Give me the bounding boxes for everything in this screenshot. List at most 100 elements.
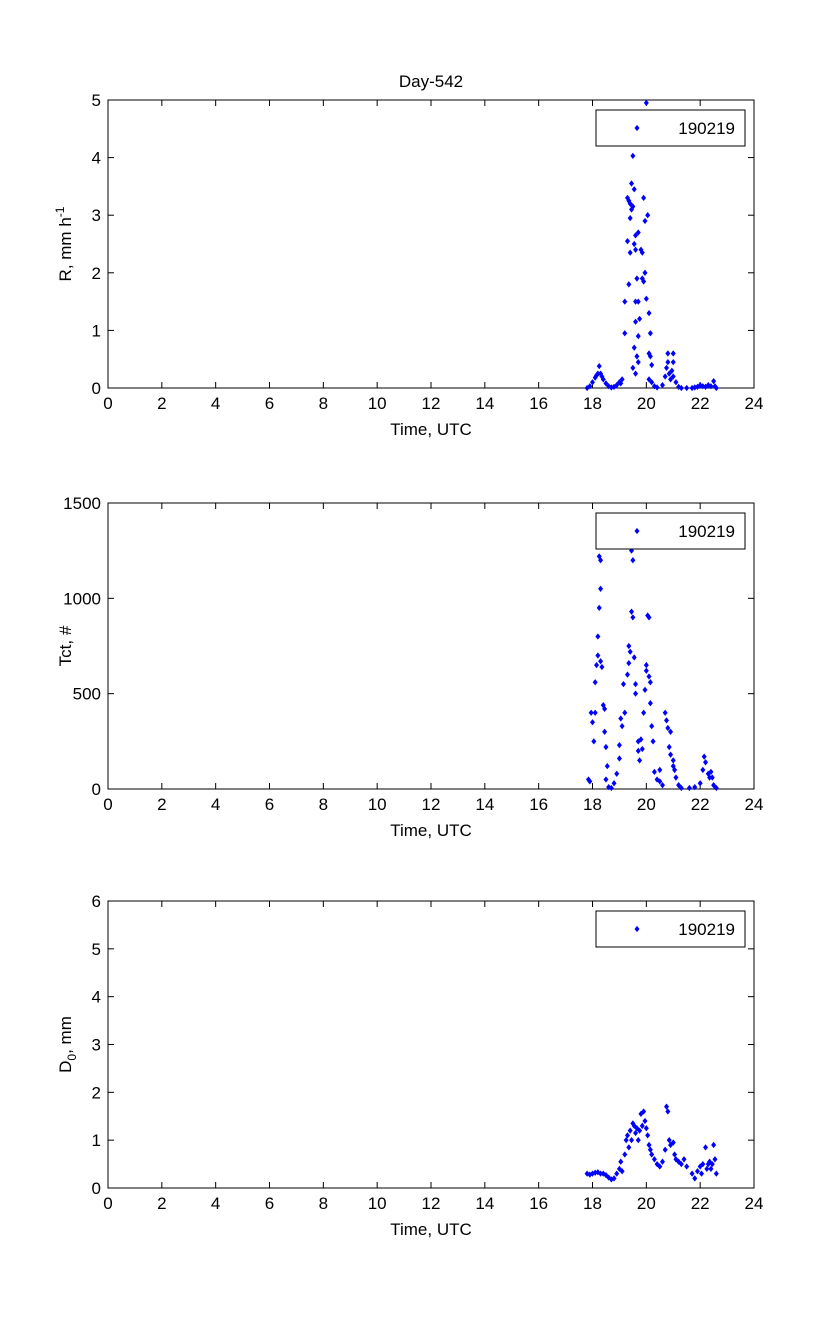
x-tick-label: 6 [265, 1194, 274, 1213]
x-tick-label: 8 [319, 1194, 328, 1213]
data-point [618, 715, 624, 722]
x-tick-label: 14 [475, 1194, 494, 1213]
data-point [700, 1160, 706, 1168]
data-point [639, 745, 645, 753]
data-point [666, 370, 672, 377]
data-point [635, 1137, 641, 1144]
x-axis-label: Time, UTC [390, 821, 472, 840]
data-point [633, 318, 639, 325]
data-point [641, 194, 647, 202]
data-point [619, 722, 625, 730]
data-point [649, 1151, 655, 1158]
data-point [708, 1165, 714, 1173]
x-tick-label: 0 [103, 394, 112, 413]
data-point [620, 680, 626, 688]
x-tick-label: 12 [422, 795, 441, 814]
x-axis-label: Time, UTC [390, 420, 472, 439]
data-point [676, 782, 682, 789]
x-tick-label: 4 [211, 394, 220, 413]
y-tick-label: 0 [92, 379, 101, 398]
y-axis-label-base: D [56, 1061, 75, 1073]
data-point [626, 642, 632, 650]
y-tick-label: 4 [92, 149, 101, 168]
data-point [633, 232, 639, 239]
x-tick-label: 8 [319, 394, 328, 413]
data-point [589, 379, 596, 386]
data-point [642, 217, 648, 225]
x-tick-label: 16 [529, 394, 548, 413]
data-point [641, 1108, 647, 1115]
data-point [592, 709, 598, 716]
data-point [631, 344, 637, 351]
data-point [629, 608, 635, 615]
data-point [604, 762, 610, 770]
data-point [594, 661, 600, 669]
data-point [692, 1175, 698, 1182]
data-point [659, 1158, 665, 1165]
legend-label: 190219 [678, 920, 735, 939]
data-point [622, 330, 628, 337]
data-point [633, 690, 639, 697]
x-tick-label: 24 [745, 1194, 764, 1213]
y-tick-label: 1 [92, 321, 101, 340]
legend: 190219 [595, 910, 746, 948]
data-point [646, 309, 652, 317]
data-point [647, 1146, 653, 1153]
data-point [624, 194, 631, 202]
data-point [603, 776, 609, 783]
data-point [665, 1108, 671, 1115]
data-point [638, 736, 644, 743]
legend-box [595, 109, 746, 147]
data-point [643, 1125, 649, 1132]
data-point [646, 1141, 652, 1149]
data-point [659, 381, 665, 389]
data-point [670, 373, 676, 380]
data-point [603, 1171, 609, 1179]
data-point [634, 353, 640, 360]
data-point [711, 1141, 717, 1149]
data-point [608, 784, 614, 792]
data-point [692, 783, 698, 791]
data-point [678, 784, 684, 792]
data-point [646, 673, 652, 680]
data-point [633, 1129, 639, 1137]
data-point [639, 275, 645, 282]
x-tick-label: 8 [319, 795, 328, 814]
data-point [622, 298, 628, 305]
data-point [664, 364, 670, 371]
data-point [666, 1137, 672, 1144]
y-tick-label: 0 [92, 1179, 101, 1198]
data-point [637, 757, 643, 764]
data-point [627, 214, 633, 222]
y-axis-label: R, mm h-1 [53, 206, 75, 281]
data-point [647, 679, 653, 686]
plot-axes-box [107, 502, 755, 790]
data-point [630, 614, 636, 621]
data-point [627, 200, 633, 207]
x-tick-label: 14 [475, 394, 494, 413]
data-point [709, 1160, 715, 1168]
data-point [614, 381, 620, 389]
data-point [611, 780, 617, 787]
data-point [678, 1160, 684, 1168]
data-point [626, 281, 632, 288]
y-axis-label: Tct, # [56, 625, 75, 666]
y-tick-label: 5 [92, 940, 101, 959]
x-tick-label: 24 [745, 394, 764, 413]
data-point [611, 1175, 617, 1182]
data-point [713, 784, 719, 792]
y-tick-label: 3 [92, 206, 101, 225]
data-point [649, 379, 655, 386]
data-point [635, 229, 641, 236]
x-tick-label: 2 [157, 795, 166, 814]
data-point [665, 350, 671, 357]
data-point [672, 1151, 678, 1158]
legend-box [595, 910, 746, 948]
data-point [689, 1170, 695, 1177]
y-axis-label-base: Tct, # [56, 625, 75, 666]
x-tick-label: 14 [475, 795, 494, 814]
data-point [598, 585, 604, 592]
